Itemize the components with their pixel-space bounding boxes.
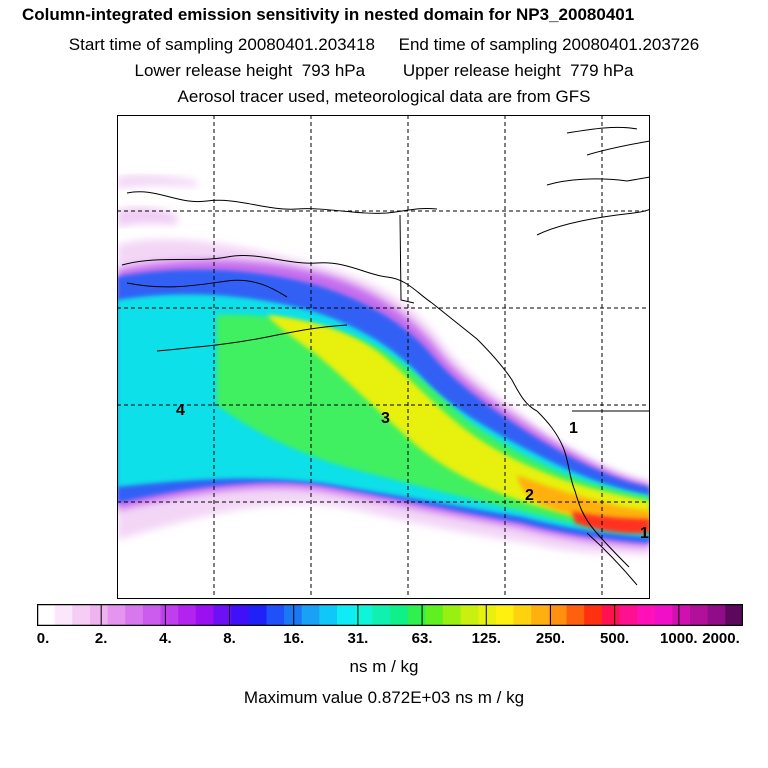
colorbar-swatch [107,604,126,626]
colorbar-swatch [142,604,162,626]
colorbar-tick-label: 8. [223,630,236,647]
plume-yellow [267,315,650,529]
colorbar-swatch [619,604,638,626]
colorbar-tick-label: 125. [471,630,501,647]
plume-streak [117,207,177,227]
colorbar-swatch [601,604,620,626]
colorbar-units: ns m / kg [349,657,419,676]
release-heights: Lower release height 793 hPa Upper relea… [134,61,634,80]
colorbar-swatch [195,604,214,626]
colorbar-swatch [37,604,56,626]
colorbar-swatch [584,604,603,626]
colorbar-tick-label: 500. [600,630,630,647]
colorbar-swatch [707,604,726,626]
colorbar-swatch [407,604,426,626]
marker-label: 2 [525,487,534,504]
colorbar-swatch [248,604,267,626]
colorbar-swatch [513,604,532,626]
colorbar-swatch [531,604,550,626]
colorbar-swatch [425,604,444,626]
colorbar-tick-label: 2000. [702,630,740,647]
colorbar-swatch [231,604,250,626]
colorbar-frame [37,604,743,626]
colorbar-swatch [54,604,73,626]
colorbar-swatch [337,604,356,626]
marker-label: 3 [381,410,390,427]
max-value: Maximum value 0.872E+03 ns m / kg [243,688,525,707]
colorbar-swatch [548,604,567,626]
colorbar-swatch [478,604,497,626]
marker-label: 4 [176,402,185,419]
colorbar-swatch [266,604,285,626]
colorbar-swatch [654,604,673,626]
colorbar-swatch [672,604,691,626]
colorbar-swatch [460,604,479,626]
colorbar-swatch [442,604,462,626]
colorbar-tick-label: 31. [347,630,369,647]
colorbar-tick-label: 63. [411,630,433,647]
plume-orange [517,475,650,529]
colorbar-tick-label: 16. [283,630,305,647]
colorbar-tick-label: 2. [94,630,108,647]
map-canvas: 1 2 3 4 1 [117,115,650,599]
colorbar-tick-label: 0. [36,630,50,647]
colorbar-tick-label: 250. [535,630,566,647]
plume-streak [117,174,197,189]
map-frame [117,115,650,599]
colorbar-swatch [372,604,391,626]
colorbar-swatch [354,604,373,626]
colorbar-swatch [319,604,338,626]
marker-label: 1 [640,525,649,542]
colorbar-swatch [566,604,585,626]
colorbar-swatch [495,604,515,626]
colorbar-swatch [284,604,303,626]
colorbar-swatch [690,604,709,626]
plume-red [572,511,650,534]
plot-title: Column-integrated emission sensitivity i… [22,5,635,24]
tracer-info: Aerosol tracer used, meteorological data… [177,87,591,106]
colorbar-swatch [89,604,109,626]
graticule [117,115,650,599]
sensitivity-map: 1 2 3 4 1 [117,115,650,599]
colorbar-swatch [390,604,409,626]
colorbar-tick-label: 4. [159,630,172,647]
colorbar [37,604,743,626]
sampling-times: Start time of sampling 20080401.203418 E… [68,35,700,54]
colorbar-swatch [160,604,179,626]
colorbar-swatch [725,604,743,626]
colorbar-swatch [72,604,91,626]
colorbar-swatch [637,604,656,626]
colorbar-swatch [125,604,144,626]
coastlines [121,126,650,586]
marker-label: 1 [569,420,578,437]
colorbar-swatch [178,604,197,626]
colorbar-swatch [213,604,232,626]
colorbar-tick-label: 1000. [660,630,698,647]
colorbar-swatch [301,604,320,626]
